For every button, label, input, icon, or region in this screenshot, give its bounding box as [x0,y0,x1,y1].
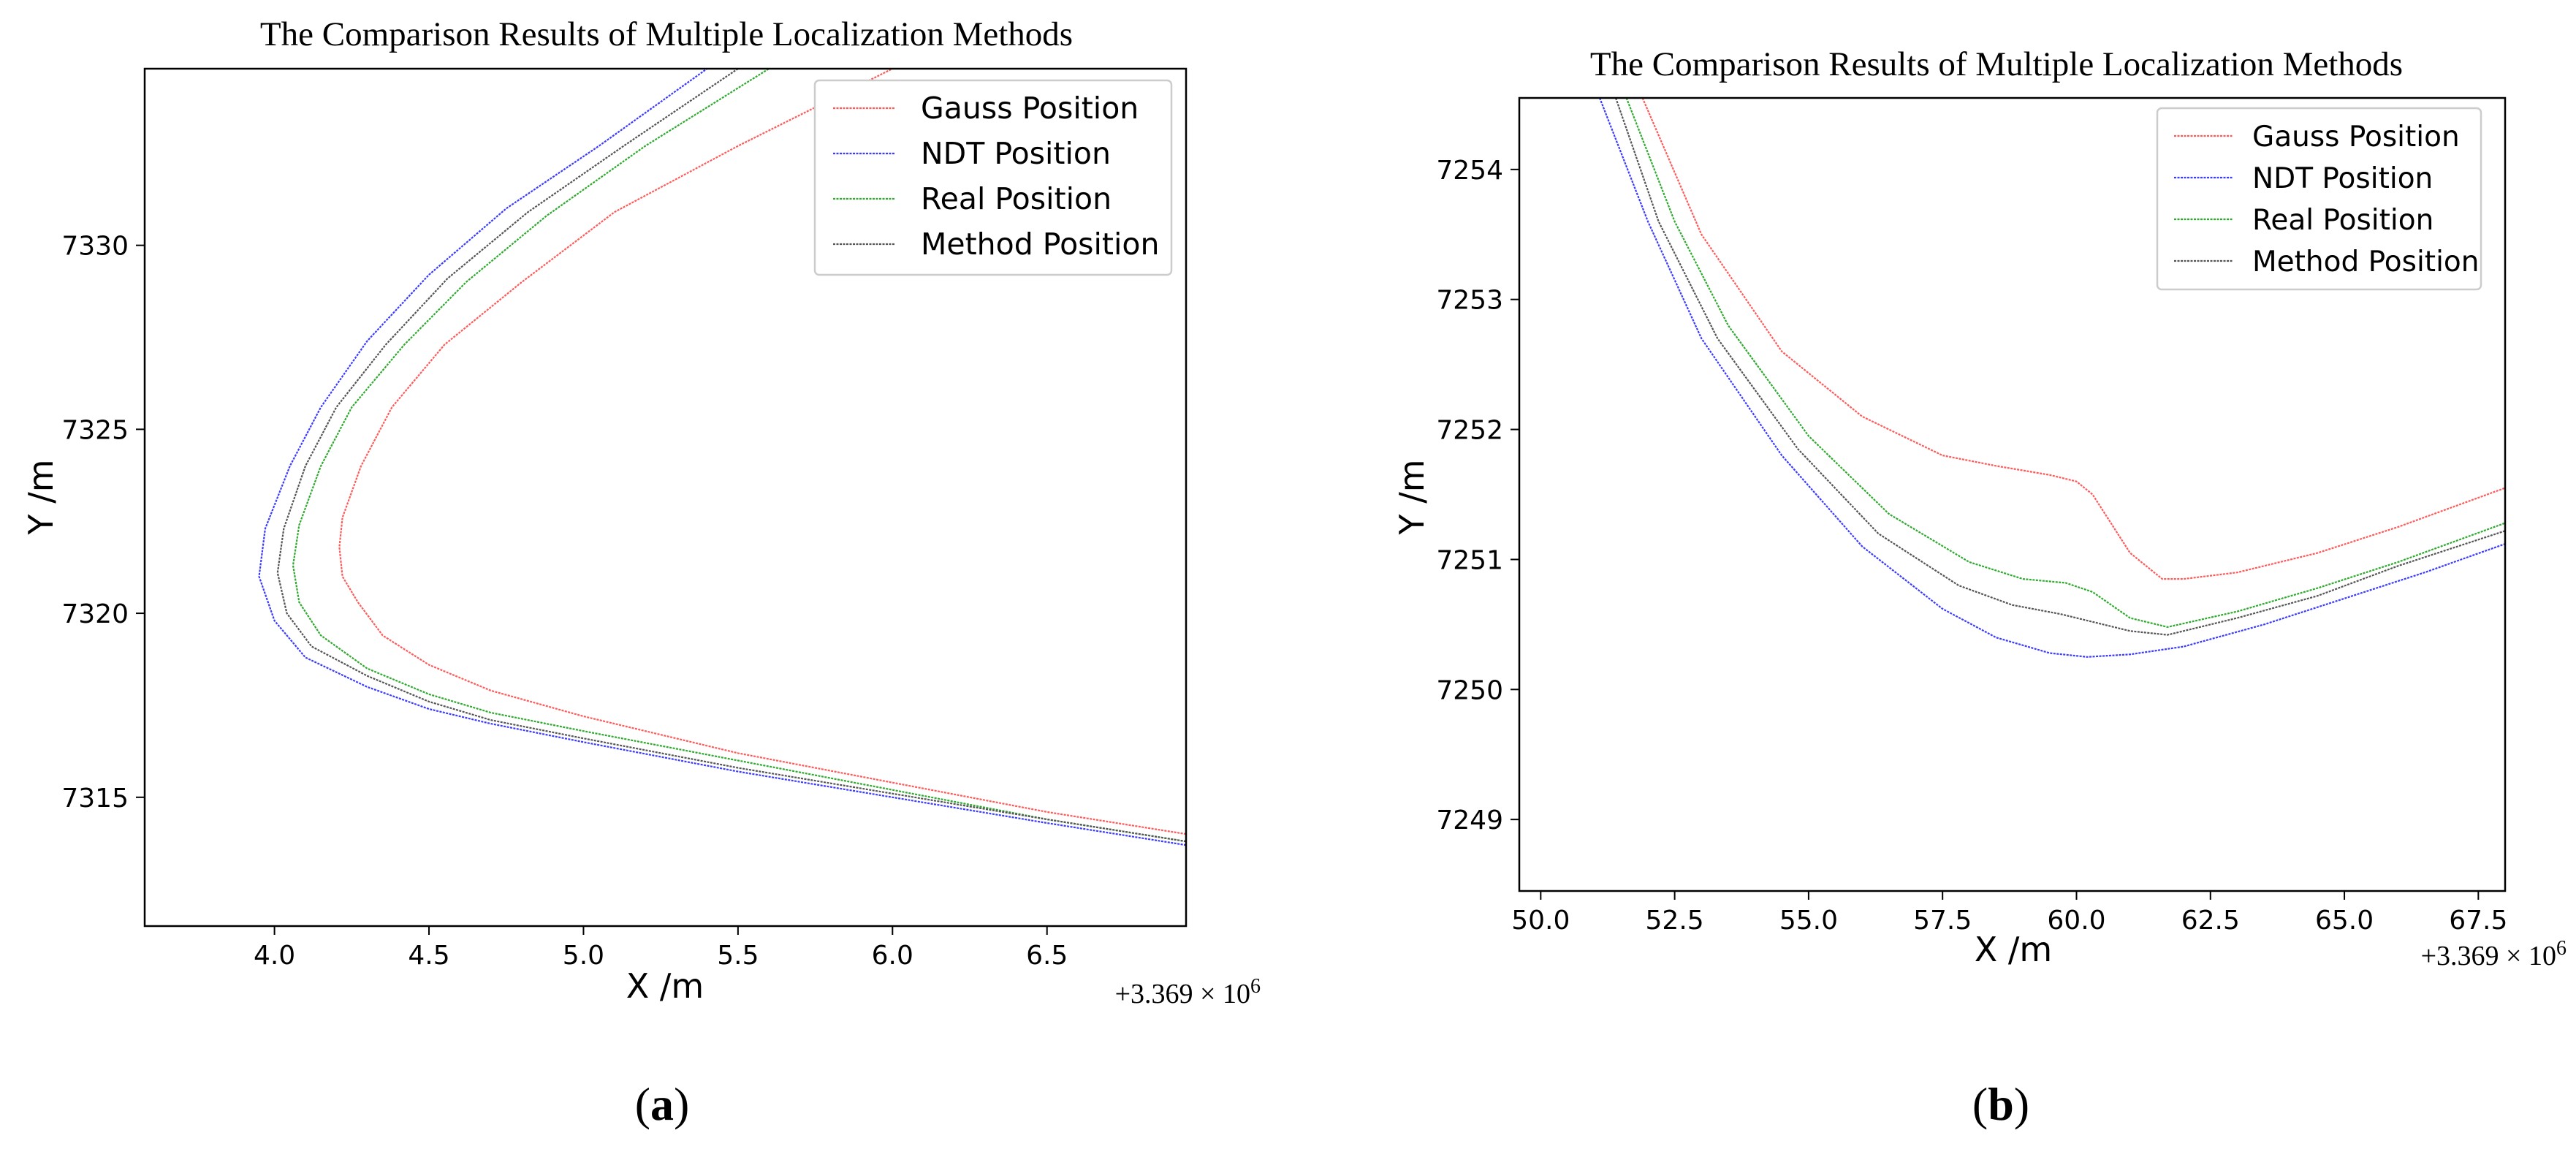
chart-b-y-tick-label: 7249 [1436,805,1503,835]
chart-a-title: The Comparison Results of Multiple Local… [260,15,1073,53]
chart-b-legend-box [2156,107,2482,291]
chart-b-x-tick-label: 55.0 [1779,906,1838,936]
chart-b-x-ticks: 50.0 52.5 55.0 57.5 60.0 62.5 65.0 67.5 [1511,891,2507,936]
chart-b-y-axis-label: Y /m [1392,459,1432,535]
chart-b-y-tick-label: 7251 [1436,545,1503,575]
chart-a-series-method-line [276,69,1186,843]
chart-a-plot-frame [143,67,1188,928]
chart-a-series-real-line [292,69,1186,843]
chart-a-x-tick-label: 6.0 [872,941,913,971]
chart-b-x-tick-label: 65.0 [2315,906,2374,936]
chart-b-y-tick-label: 7252 [1436,416,1503,446]
chart-b-y-tick-label: 7253 [1436,286,1503,316]
chart-a-series-ndt-line [258,69,1186,846]
chart-a-series-group [258,69,1186,846]
chart-b-series-ndt-line [1598,98,2505,658]
chart-b-y-tick-label: 7250 [1436,675,1503,705]
chart-b-y-ticks: 7249 7250 7251 7252 7253 7254 [1436,156,1519,835]
chart-a-y-tick-label: 7315 [61,784,129,814]
chart-a-series-gauss-line [338,69,1186,835]
chart-b-legend-label-gauss: Gauss Position [2252,121,2460,153]
chart-b-x-tick-label: 52.5 [1646,906,1704,936]
chart-a-legend: Gauss Position NDT Position Real Position M… [813,79,1173,276]
chart-a-x-tick-label: 6.5 [1026,941,1068,971]
chart-b-legend-label-real: Real Position [2252,204,2433,237]
chart-a-y-tick-label: 7320 [61,599,129,629]
chart-b-x-tick-label: 62.5 [2181,906,2240,936]
chart-a-caption: (a) [635,1078,690,1130]
chart-b-caption: (b) [1972,1078,2029,1130]
chart-a-y-tick-label: 7325 [61,415,129,445]
chart-a-legend-label-method: Method Position [921,227,1159,262]
chart-b-x-axis-label: X /m [1975,930,2052,969]
chart-b-x-offset: +3.369 × 106 [2421,937,2566,971]
chart-b-title: The Comparison Results of Multiple Local… [1590,45,2403,83]
chart-b-series-method-line [1614,98,2505,636]
chart-b-y-tick-label: 7254 [1436,156,1503,186]
chart-a-x-tick-label: 5.5 [717,941,759,971]
chart-b-series-real-line [1625,98,2505,629]
chart-a-legend-label-gauss: Gauss Position [921,91,1139,126]
chart-b-x-tick-label: 60.0 [2047,906,2105,936]
chart-a-y-axis-label: Y /m [21,459,61,535]
chart-b-plot-frame [1518,96,2507,892]
chart-a-y-ticks: 7315 7320 7325 7330 [61,232,145,814]
chart-b-x-tick-label: 50.0 [1511,906,1570,936]
chart-a-legend-box [813,79,1173,276]
chart-b-x-tick-label: 67.5 [2449,906,2507,936]
chart-a: The Comparison Results of Multiple Local… [21,15,1261,1130]
chart-b-series-group [1598,98,2505,658]
chart-a-y-tick-label: 7330 [61,232,129,262]
chart-a-x-tick-label: 4.0 [254,941,295,971]
chart-a-legend-label-ndt: NDT Position [921,136,1111,171]
chart-a-x-offset: +3.369 × 106 [1115,975,1261,1009]
chart-a-legend-label-real: Real Position [921,181,1112,216]
chart-b: The Comparison Results of Multiple Local… [1392,45,2566,1130]
chart-b-legend-label-method: Method Position [2252,246,2480,278]
chart-a-x-axis-label: X /m [626,966,704,1006]
chart-b-legend-label-ndt: NDT Position [2252,162,2433,195]
chart-a-x-tick-label: 4.5 [408,941,449,971]
chart-b-legend: Gauss Position NDT Position Real Position M… [2156,107,2482,291]
chart-b-series-gauss-line [1641,98,2505,580]
chart-a-x-tick-label: 5.0 [563,941,604,971]
chart-b-x-tick-label: 57.5 [1913,906,1972,936]
chart-a-x-ticks: 4.0 4.5 5.0 5.5 6.0 6.5 [254,926,1068,971]
